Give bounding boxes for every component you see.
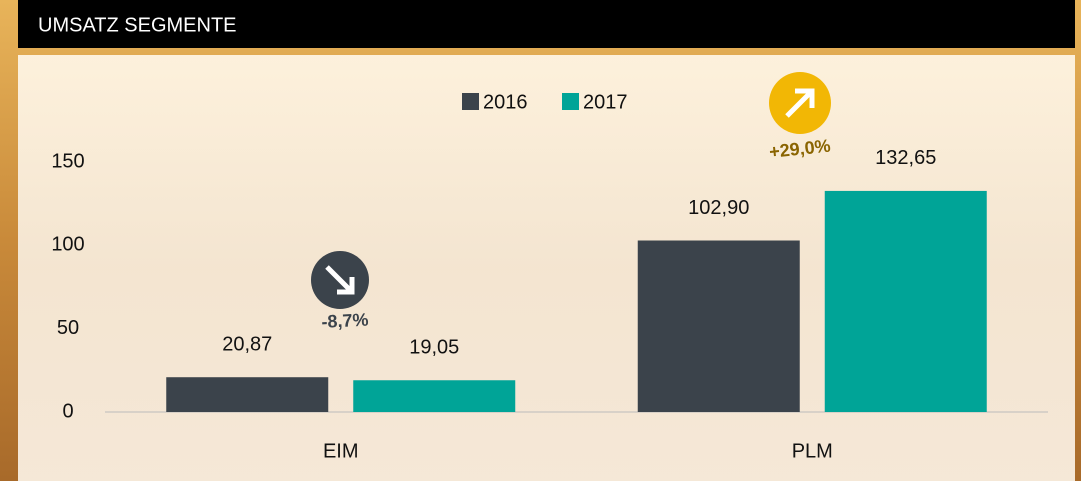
change-annotation: -8,7% bbox=[321, 310, 369, 332]
bar bbox=[824, 190, 987, 412]
bar bbox=[166, 377, 329, 412]
x-tick-label: PLM bbox=[792, 440, 833, 462]
value-label: 132,65 bbox=[875, 147, 936, 169]
value-label: 19,05 bbox=[409, 337, 459, 359]
legend-label: 2017 bbox=[583, 91, 628, 113]
up-arrow bbox=[785, 88, 815, 118]
chart-title: UMSATZ SEGMENTE bbox=[38, 14, 237, 36]
x-tick-label: EIM bbox=[323, 440, 359, 462]
value-label: 20,87 bbox=[222, 333, 272, 355]
value-label: 102,90 bbox=[688, 197, 749, 219]
bar bbox=[637, 240, 800, 412]
header-bar bbox=[18, 0, 1075, 48]
y-tick-label: 50 bbox=[57, 317, 79, 339]
legend-swatch bbox=[562, 93, 579, 110]
bar bbox=[353, 380, 516, 412]
y-tick-label: 0 bbox=[62, 400, 73, 422]
down-arrow bbox=[325, 265, 355, 295]
y-tick-label: 100 bbox=[51, 234, 84, 256]
legend-swatch bbox=[462, 93, 479, 110]
y-tick-label: 150 bbox=[51, 150, 84, 172]
legend-label: 2016 bbox=[483, 91, 528, 113]
